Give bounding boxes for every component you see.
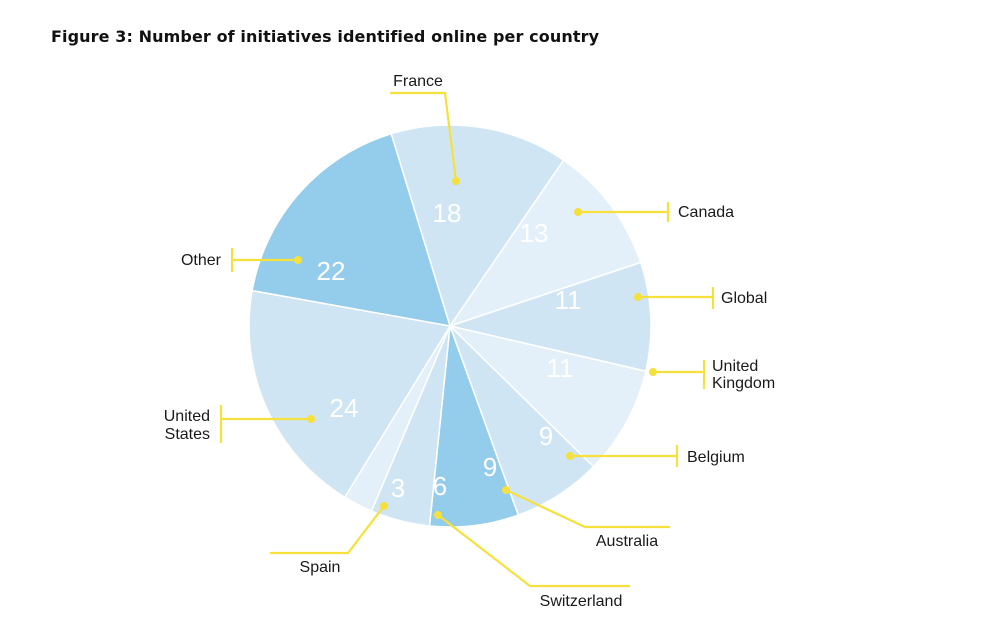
leader-dot-canada	[574, 208, 582, 216]
slice-value-global: 11	[555, 285, 582, 315]
leader-dot-united-kingdom	[649, 368, 657, 376]
slice-value-united-states: 24	[330, 393, 359, 423]
pie-slice-united-states	[248, 289, 452, 499]
chart-title: Figure 3: Number of initiatives identifi…	[51, 27, 600, 46]
slice-labels: France Canada Global United Kingdom Belgium Au…	[164, 73, 775, 610]
leader-dot-australia	[502, 486, 510, 494]
leader-dot-united-states	[307, 415, 315, 423]
slice-value-australia: 9	[483, 452, 497, 482]
slice-label-switzerland: Switzerland	[540, 593, 623, 610]
leader-line-united-kingdom	[653, 360, 706, 389]
leader-line-france	[390, 91, 458, 182]
slice-label-united-states: United States	[164, 408, 210, 443]
slice-value-canada: 13	[520, 218, 549, 248]
pie-slices	[248, 124, 652, 528]
leader-line-canada	[578, 202, 670, 222]
slice-label-france: France	[393, 73, 443, 90]
slice-value-belgium: 9	[539, 421, 553, 451]
slice-value-france: 18	[433, 198, 462, 228]
leader-line-other	[230, 248, 298, 272]
leader-line-switzerland	[437, 514, 630, 588]
slice-values: 18 13 11 11 9 9 63 24 22	[317, 198, 582, 503]
leader-dot-france	[452, 177, 460, 185]
leader-dot-spain	[380, 502, 388, 510]
slice-value-other: 22	[317, 256, 346, 286]
pie-slice-other	[251, 132, 452, 327]
leader-dot-global	[634, 293, 642, 301]
leader-line-spain	[270, 505, 385, 555]
slice-label-other: Other	[181, 252, 222, 269]
pie-slice-global	[447, 261, 652, 373]
leader-line-belgium	[570, 445, 679, 467]
slice-label-global: Global	[721, 290, 767, 307]
leader-dot-other	[294, 256, 302, 264]
slice-label-united-kingdom: United Kingdom	[712, 358, 775, 392]
pie-slice-france	[390, 124, 565, 328]
slice-value-switzerland: 6	[433, 471, 447, 501]
slice-label-belgium: Belgium	[687, 449, 745, 466]
pie-slice-canada	[448, 159, 642, 328]
leader-line-united-states	[219, 405, 311, 443]
slice-label-spain: Spain	[300, 559, 341, 576]
leader-line-australia	[505, 489, 670, 529]
slice-label-canada: Canada	[678, 204, 734, 221]
slice-value-spain: 3	[391, 473, 405, 503]
leader-line-global	[638, 287, 715, 309]
leader-dot-switzerland	[434, 511, 442, 519]
slice-value-united-kingdom: 11	[547, 353, 574, 383]
slice-label-australia: Australia	[596, 533, 658, 550]
leader-lines	[219, 91, 715, 588]
leader-dot-belgium	[566, 452, 574, 460]
pie-slice-united-kingdom	[447, 324, 647, 468]
